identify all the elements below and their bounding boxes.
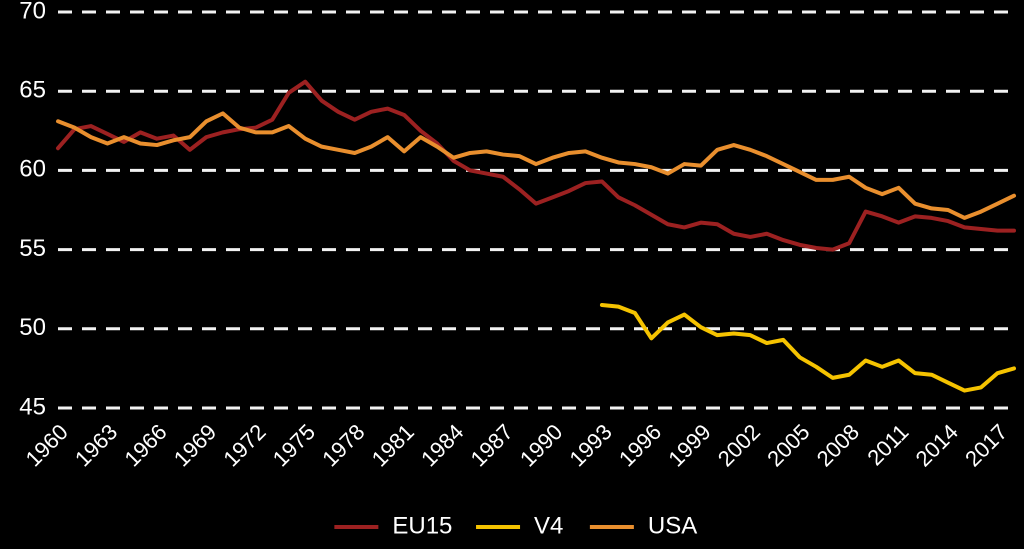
y-tick-label: 50 (19, 314, 46, 341)
y-tick-label: 45 (19, 393, 46, 420)
legend-swatch (476, 525, 520, 529)
legend-swatch (590, 525, 634, 529)
y-tick-label: 55 (19, 235, 46, 262)
legend-label: USA (648, 512, 697, 539)
legend-label: V4 (534, 512, 563, 539)
legend-label: EU15 (392, 512, 452, 539)
line-chart: 4550556065701960196319661969197219751978… (0, 0, 1024, 549)
y-tick-label: 70 (19, 0, 46, 24)
y-tick-label: 60 (19, 156, 46, 183)
chart-background (0, 0, 1024, 549)
legend-swatch (334, 525, 378, 529)
y-tick-label: 65 (19, 77, 46, 104)
